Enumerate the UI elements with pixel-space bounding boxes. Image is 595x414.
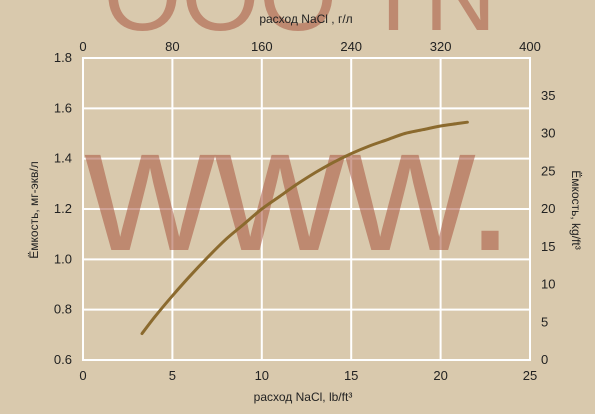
y-left-tick-label: 1.0: [54, 251, 72, 266]
y-left-tick-label: 0.8: [54, 302, 72, 317]
y-left-tick-label: 1.4: [54, 151, 72, 166]
x-bottom-tick-label: 25: [523, 368, 537, 383]
x-bottom-tick-label: 0: [79, 368, 86, 383]
y-right-tick-label: 35: [541, 88, 555, 103]
watermark-main: www.: [84, 88, 515, 289]
y-left-tick-label: 1.2: [54, 201, 72, 216]
y-left-title: Ёмкость, мг-экв/л: [27, 161, 41, 258]
series-line: [140, 120, 469, 336]
ticks-left: 0.6 0.8 1.0 1.2 1.4 1.6 1.8: [54, 50, 72, 367]
x-top-tick-label: 0: [79, 39, 86, 54]
x-bottom-tick-label: 20: [433, 368, 447, 383]
plot-frame: [82, 57, 531, 361]
x-bottom-title: расход NaCl, lb/ft³: [254, 390, 353, 404]
x-top-tick-label: 80: [165, 39, 179, 54]
x-top-tick-label: 320: [430, 39, 452, 54]
y-right-tick-label: 25: [541, 163, 555, 178]
watermark-top: OOO TN: [104, 0, 497, 52]
x-bottom-tick-label: 5: [169, 368, 176, 383]
ticks-top: 0 80 160 240 320 400: [79, 39, 540, 54]
y-right-tick-label: 20: [541, 201, 555, 216]
x-top-tick-label: 160: [251, 39, 273, 54]
x-bottom-tick-label: 10: [255, 368, 269, 383]
y-left-tick-label: 0.6: [54, 352, 72, 367]
watermark: OOO TN www.: [84, 0, 515, 289]
x-top-tick-label: 240: [340, 39, 362, 54]
x-top-tick-label: 400: [519, 39, 541, 54]
x-top-title: расход NaCl , г/л: [259, 12, 352, 26]
x-bottom-tick-label: 15: [344, 368, 358, 383]
y-right-tick-label: 5: [541, 314, 548, 329]
y-right-tick-label: 0: [541, 352, 548, 367]
y-left-tick-label: 1.8: [54, 50, 72, 65]
y-right-title: Ёмкость, kg/ft³: [569, 170, 583, 249]
y-right-tick-label: 10: [541, 277, 555, 292]
ticks-right: 0 5 10 15 20 25 30 35: [541, 88, 555, 367]
series-layer: [140, 120, 469, 336]
plot-border: [82, 57, 531, 361]
y-right-tick-label: 30: [541, 126, 555, 141]
ticks-bottom: 0 5 10 15 20 25: [79, 368, 537, 383]
y-left-tick-label: 1.6: [54, 100, 72, 115]
y-right-tick-label: 15: [541, 239, 555, 254]
